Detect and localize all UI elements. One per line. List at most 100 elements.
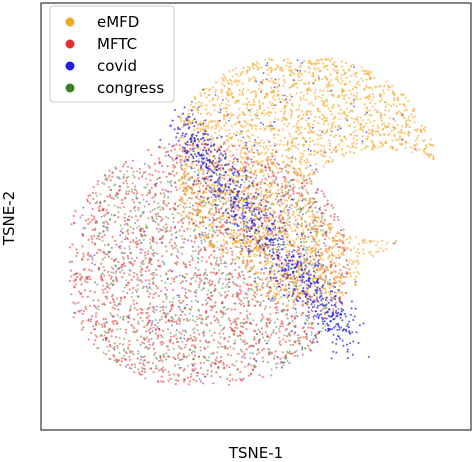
- point-mftc: [133, 327, 136, 330]
- point-emfd: [403, 109, 406, 112]
- point-emfd: [189, 148, 192, 152]
- point-mftc: [177, 373, 180, 376]
- point-congress: [243, 297, 246, 300]
- point-mftc: [121, 264, 124, 267]
- point-congress: [282, 364, 285, 367]
- point-mftc: [131, 264, 134, 267]
- point-mftc: [194, 272, 197, 275]
- point-emfd: [320, 144, 323, 147]
- point-congress: [233, 364, 236, 367]
- point-congress: [200, 289, 203, 292]
- point-mftc: [151, 237, 155, 240]
- point-mftc: [145, 324, 148, 327]
- point-congress: [182, 353, 185, 356]
- point-congress: [277, 328, 280, 330]
- point-emfd: [298, 198, 301, 202]
- point-mftc: [100, 278, 103, 281]
- point-congress: [250, 287, 252, 290]
- point-emfd: [257, 226, 260, 229]
- point-mftc: [210, 374, 213, 378]
- point-mftc: [245, 328, 248, 331]
- point-mftc: [199, 248, 203, 251]
- point-congress: [136, 226, 138, 229]
- point-emfd: [278, 97, 281, 100]
- point-emfd: [339, 239, 342, 242]
- point-congress: [239, 322, 242, 324]
- point-congress: [329, 278, 331, 281]
- point-emfd: [320, 96, 323, 99]
- point-emfd: [274, 295, 277, 298]
- point-emfd: [355, 86, 358, 89]
- point-mftc: [207, 296, 210, 299]
- point-emfd: [221, 164, 224, 167]
- point-mftc: [273, 175, 276, 178]
- point-mftc: [87, 338, 90, 341]
- point-mftc: [214, 231, 217, 234]
- point-emfd: [273, 292, 276, 295]
- point-mftc: [222, 232, 225, 235]
- point-mftc: [233, 333, 236, 336]
- point-emfd: [253, 141, 256, 144]
- point-emfd: [304, 188, 308, 191]
- point-emfd: [350, 101, 353, 104]
- point-mftc: [220, 231, 223, 234]
- point-emfd: [385, 248, 388, 251]
- point-emfd: [243, 120, 246, 123]
- point-emfd: [296, 86, 299, 89]
- point-mftc: [108, 287, 111, 290]
- point-mftc: [213, 331, 216, 334]
- point-mftc: [90, 315, 94, 318]
- point-congress: [192, 357, 195, 360]
- point-mftc: [130, 167, 133, 170]
- point-mftc: [135, 246, 138, 249]
- point-mftc: [168, 355, 171, 358]
- point-mftc: [337, 307, 340, 310]
- point-congress: [196, 318, 199, 321]
- point-congress: [307, 249, 309, 251]
- point-mftc: [148, 338, 151, 341]
- point-congress: [292, 183, 295, 186]
- point-mftc: [302, 261, 305, 264]
- point-emfd: [376, 146, 379, 149]
- point-emfd: [266, 184, 269, 187]
- point-congress: [215, 229, 218, 232]
- point-mftc: [255, 342, 258, 345]
- point-emfd: [344, 62, 347, 65]
- point-emfd: [366, 118, 370, 121]
- point-emfd: [356, 116, 359, 119]
- point-congress: [161, 228, 164, 231]
- point-mftc: [226, 283, 229, 286]
- point-emfd: [295, 179, 298, 182]
- point-mftc: [179, 219, 183, 222]
- point-mftc: [240, 213, 243, 216]
- point-emfd: [271, 192, 274, 195]
- point-congress: [123, 247, 126, 250]
- point-congress: [324, 324, 327, 327]
- point-emfd: [216, 122, 219, 125]
- point-mftc: [126, 363, 129, 366]
- point-emfd: [404, 142, 407, 145]
- point-emfd: [411, 151, 414, 154]
- point-emfd: [306, 256, 309, 259]
- point-mftc: [101, 235, 104, 239]
- point-mftc: [256, 353, 259, 356]
- point-mftc: [154, 194, 157, 197]
- point-emfd: [341, 153, 344, 156]
- point-congress: [222, 271, 225, 274]
- point-congress: [155, 364, 158, 367]
- point-mftc: [250, 373, 253, 376]
- point-mftc: [139, 251, 142, 254]
- point-mftc: [170, 172, 173, 176]
- point-congress: [247, 255, 250, 258]
- point-mftc: [103, 214, 106, 217]
- point-congress: [122, 258, 125, 261]
- point-mftc: [72, 301, 75, 304]
- point-mftc: [95, 335, 98, 338]
- point-mftc: [90, 235, 93, 238]
- point-mftc: [166, 150, 169, 153]
- point-mftc: [231, 328, 234, 332]
- point-congress: [235, 317, 238, 320]
- point-mftc: [315, 200, 318, 204]
- point-emfd: [306, 92, 309, 95]
- point-emfd: [266, 160, 269, 163]
